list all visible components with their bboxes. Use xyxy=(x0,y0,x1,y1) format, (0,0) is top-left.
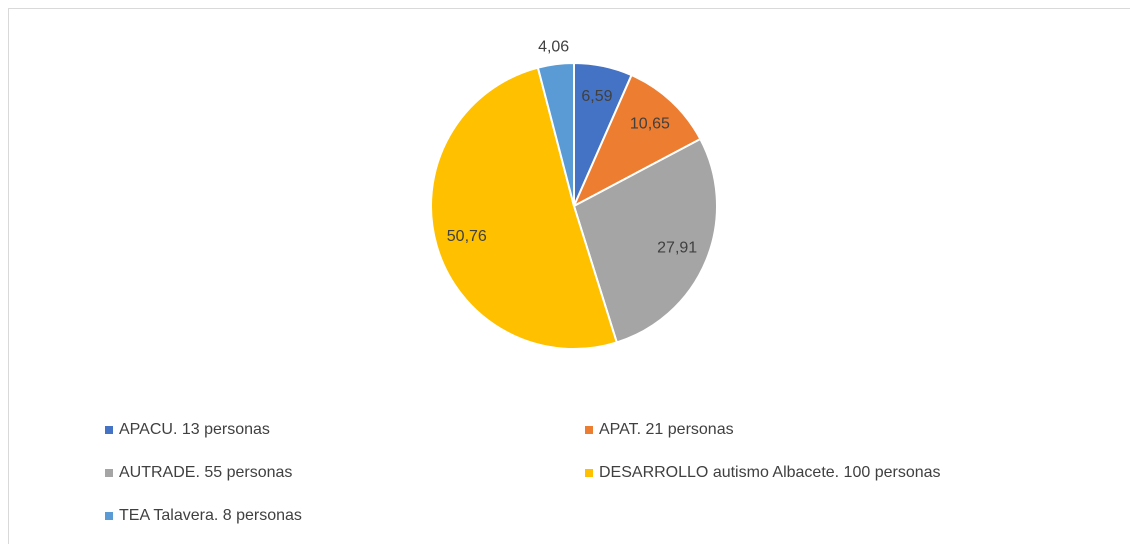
data-label: 50,76 xyxy=(447,228,487,245)
legend-marker xyxy=(105,512,113,520)
legend-marker xyxy=(105,426,113,434)
legend-label: DESARROLLO autismo Albacete. 100 persona… xyxy=(599,464,941,481)
data-label: 27,91 xyxy=(657,240,697,257)
legend-label: APAT. 21 personas xyxy=(599,421,734,438)
pie-slice xyxy=(572,137,718,344)
pie-slice xyxy=(536,61,575,207)
pie-slice xyxy=(430,66,619,350)
data-label: 10,65 xyxy=(630,116,670,133)
legend-marker xyxy=(585,469,593,477)
legend-marker xyxy=(585,426,593,434)
legend-label: APACU. 13 personas xyxy=(119,421,270,438)
data-label: 6,59 xyxy=(581,88,612,105)
legend-label: AUTRADE. 55 personas xyxy=(119,464,292,481)
legend-label: TEA Talavera. 8 personas xyxy=(119,507,302,524)
pie-slice xyxy=(571,73,702,209)
legend-marker xyxy=(105,469,113,477)
data-label: 4,06 xyxy=(538,39,569,56)
